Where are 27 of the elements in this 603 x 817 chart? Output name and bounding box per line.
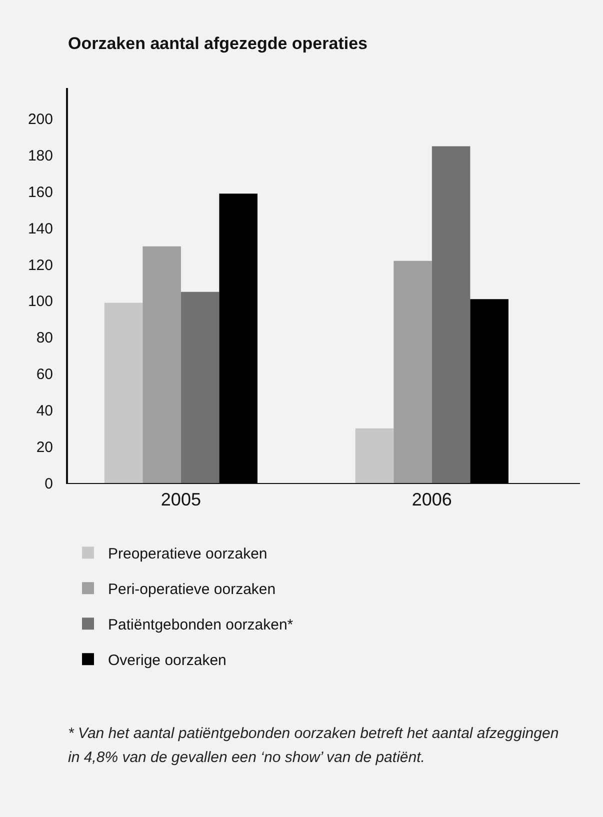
bar xyxy=(180,292,220,483)
y-tick-label: 120 xyxy=(28,256,53,274)
legend-label: Patiëntgebonden oorzaken* xyxy=(108,616,294,634)
y-tick-label: 140 xyxy=(28,220,53,238)
x-tick-label: 2006 xyxy=(412,490,452,510)
chart-title: Oorzaken aantal afgezegde operaties xyxy=(68,34,368,54)
bar xyxy=(432,146,470,483)
bar xyxy=(470,299,508,483)
bar xyxy=(142,246,181,483)
x-tick-label: 2005 xyxy=(160,490,201,510)
y-tick-label: 100 xyxy=(28,293,53,310)
y-tick-label: 60 xyxy=(36,366,53,384)
bar xyxy=(355,428,394,483)
bar xyxy=(104,302,143,483)
text: * Van het aantal patiëntgebonden oorzaken betreft het aantal afzeggingen in 4,8% van de gevallen een ‘no show’ van de patiënt. xyxy=(68,724,560,768)
legend-label: Preoperatieve oorzaken xyxy=(108,545,268,562)
y-tick-label: 180 xyxy=(28,148,53,165)
y-tick-label: 0 xyxy=(44,475,53,492)
y-tick-label: 80 xyxy=(36,330,53,347)
bar xyxy=(394,260,432,483)
y-tick-label: 200 xyxy=(28,111,53,128)
legend-label: Peri-operatieve oorzaken xyxy=(108,580,276,598)
y-tick-label: 160 xyxy=(28,184,53,202)
y-tick-label: 20 xyxy=(36,438,53,456)
bar xyxy=(219,194,258,483)
y-tick-label: 40 xyxy=(36,402,53,420)
legend-label: Overige oorzaken xyxy=(108,652,226,669)
